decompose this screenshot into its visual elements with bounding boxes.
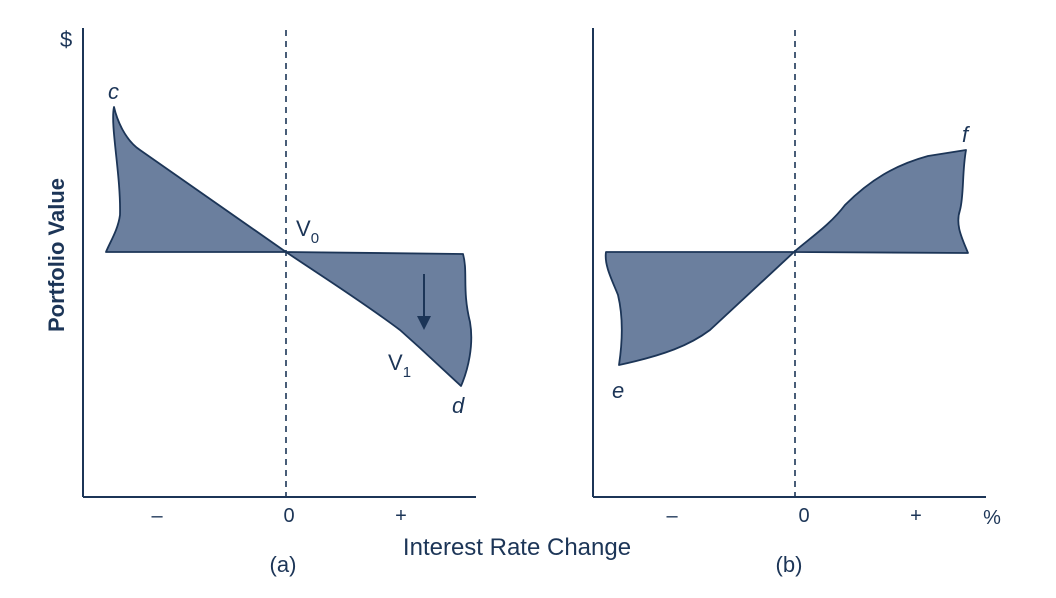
label-e: e [612,378,624,403]
arrowhead-icon [417,316,431,330]
label-v0: V0 [296,216,319,247]
percent-symbol: % [983,507,1001,529]
tick-zero-a: 0 [283,505,294,527]
x-axis-label: Interest Rate Change [403,534,631,561]
area-left-b [604,251,795,366]
label-f: f [962,122,971,147]
tick-minus-a: – [151,505,163,527]
label-c: c [108,79,119,104]
dollar-symbol: $ [60,27,72,52]
tick-plus-a: + [395,505,407,527]
panel-b: e f – 0 + % (b) [592,28,1001,577]
caption-b: (b) [776,552,803,577]
area-right-a [285,251,473,387]
caption-a: (a) [270,552,297,577]
tick-plus-b: + [910,505,922,527]
tick-minus-b: – [666,505,678,527]
panel-a: c d V0 V1 – 0 + (a) [82,28,476,577]
area-left-a [105,106,287,253]
area-right-b [793,149,969,254]
label-d: d [452,393,465,418]
label-v1: V1 [388,350,411,381]
y-axis-label: Portfolio Value [44,178,69,332]
tick-zero-b: 0 [798,505,809,527]
